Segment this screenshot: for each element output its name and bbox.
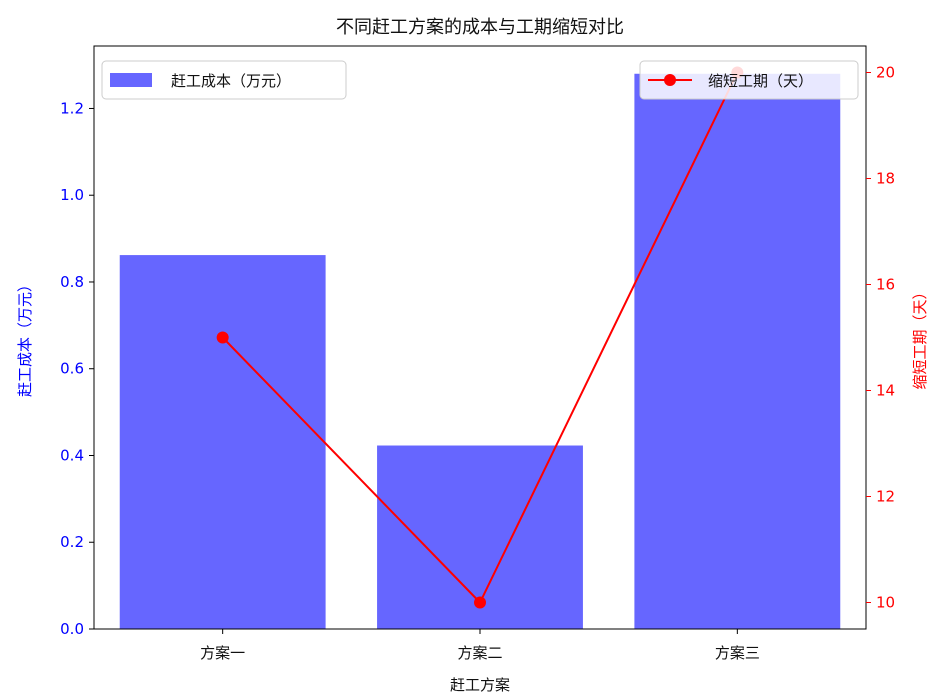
legend-cost-swatch — [110, 73, 152, 87]
y-left-tick-label-1: 0.2 — [60, 533, 84, 551]
y-left-tick-label-3: 0.6 — [60, 360, 84, 378]
legend-duration-marker — [664, 74, 676, 86]
legend-duration-label: 缩短工期（天） — [708, 72, 813, 90]
y-right-tick-label-5: 20 — [876, 64, 895, 82]
duration-point-1 — [216, 331, 229, 344]
legend-cost-box — [101, 60, 347, 100]
y-left-tick-label-5: 1.0 — [60, 186, 84, 204]
x-tick-label-3: 方案三 — [715, 644, 760, 662]
bar-1 — [119, 255, 326, 629]
x-axis-label: 赶工方案 — [450, 676, 510, 694]
axes: 方案一 方案二 方案三 0.0 0.2 0.4 0.6 0.8 1.0 1.2 10 12 14 16 18… — [60, 64, 895, 663]
y-left-axis-label: 赶工成本（万元） — [16, 277, 34, 397]
bar-3 — [634, 73, 841, 629]
y-right-tick-label-4: 18 — [876, 170, 895, 188]
y-left-tick-label-4: 0.8 — [60, 273, 84, 291]
chart-title: 不同赶工方案的成本与工期缩短对比 — [336, 17, 624, 38]
legend-cost-label: 赶工成本（万元） — [171, 72, 291, 90]
y-right-tick-label-2: 14 — [876, 382, 895, 400]
legend-duration: 缩短工期（天） — [639, 60, 859, 100]
y-left-tick-label-2: 0.4 — [60, 446, 84, 464]
y-right-tick-label-0: 10 — [876, 594, 895, 612]
y-right-axis-label: 缩短工期（天） — [911, 284, 929, 389]
x-tick-label-2: 方案二 — [457, 644, 502, 662]
legend-cost: 赶工成本（万元） — [101, 60, 347, 100]
y-left-tick-label-0: 0.0 — [60, 620, 84, 638]
y-right-tick-label-3: 16 — [876, 276, 895, 294]
plot-area — [119, 66, 841, 629]
y-right-tick-label-1: 12 — [876, 488, 895, 506]
x-tick-label-1: 方案一 — [200, 644, 245, 662]
y-left-tick-label-6: 1.2 — [60, 99, 84, 117]
duration-point-2 — [474, 596, 486, 609]
legend-duration-box — [639, 60, 859, 100]
